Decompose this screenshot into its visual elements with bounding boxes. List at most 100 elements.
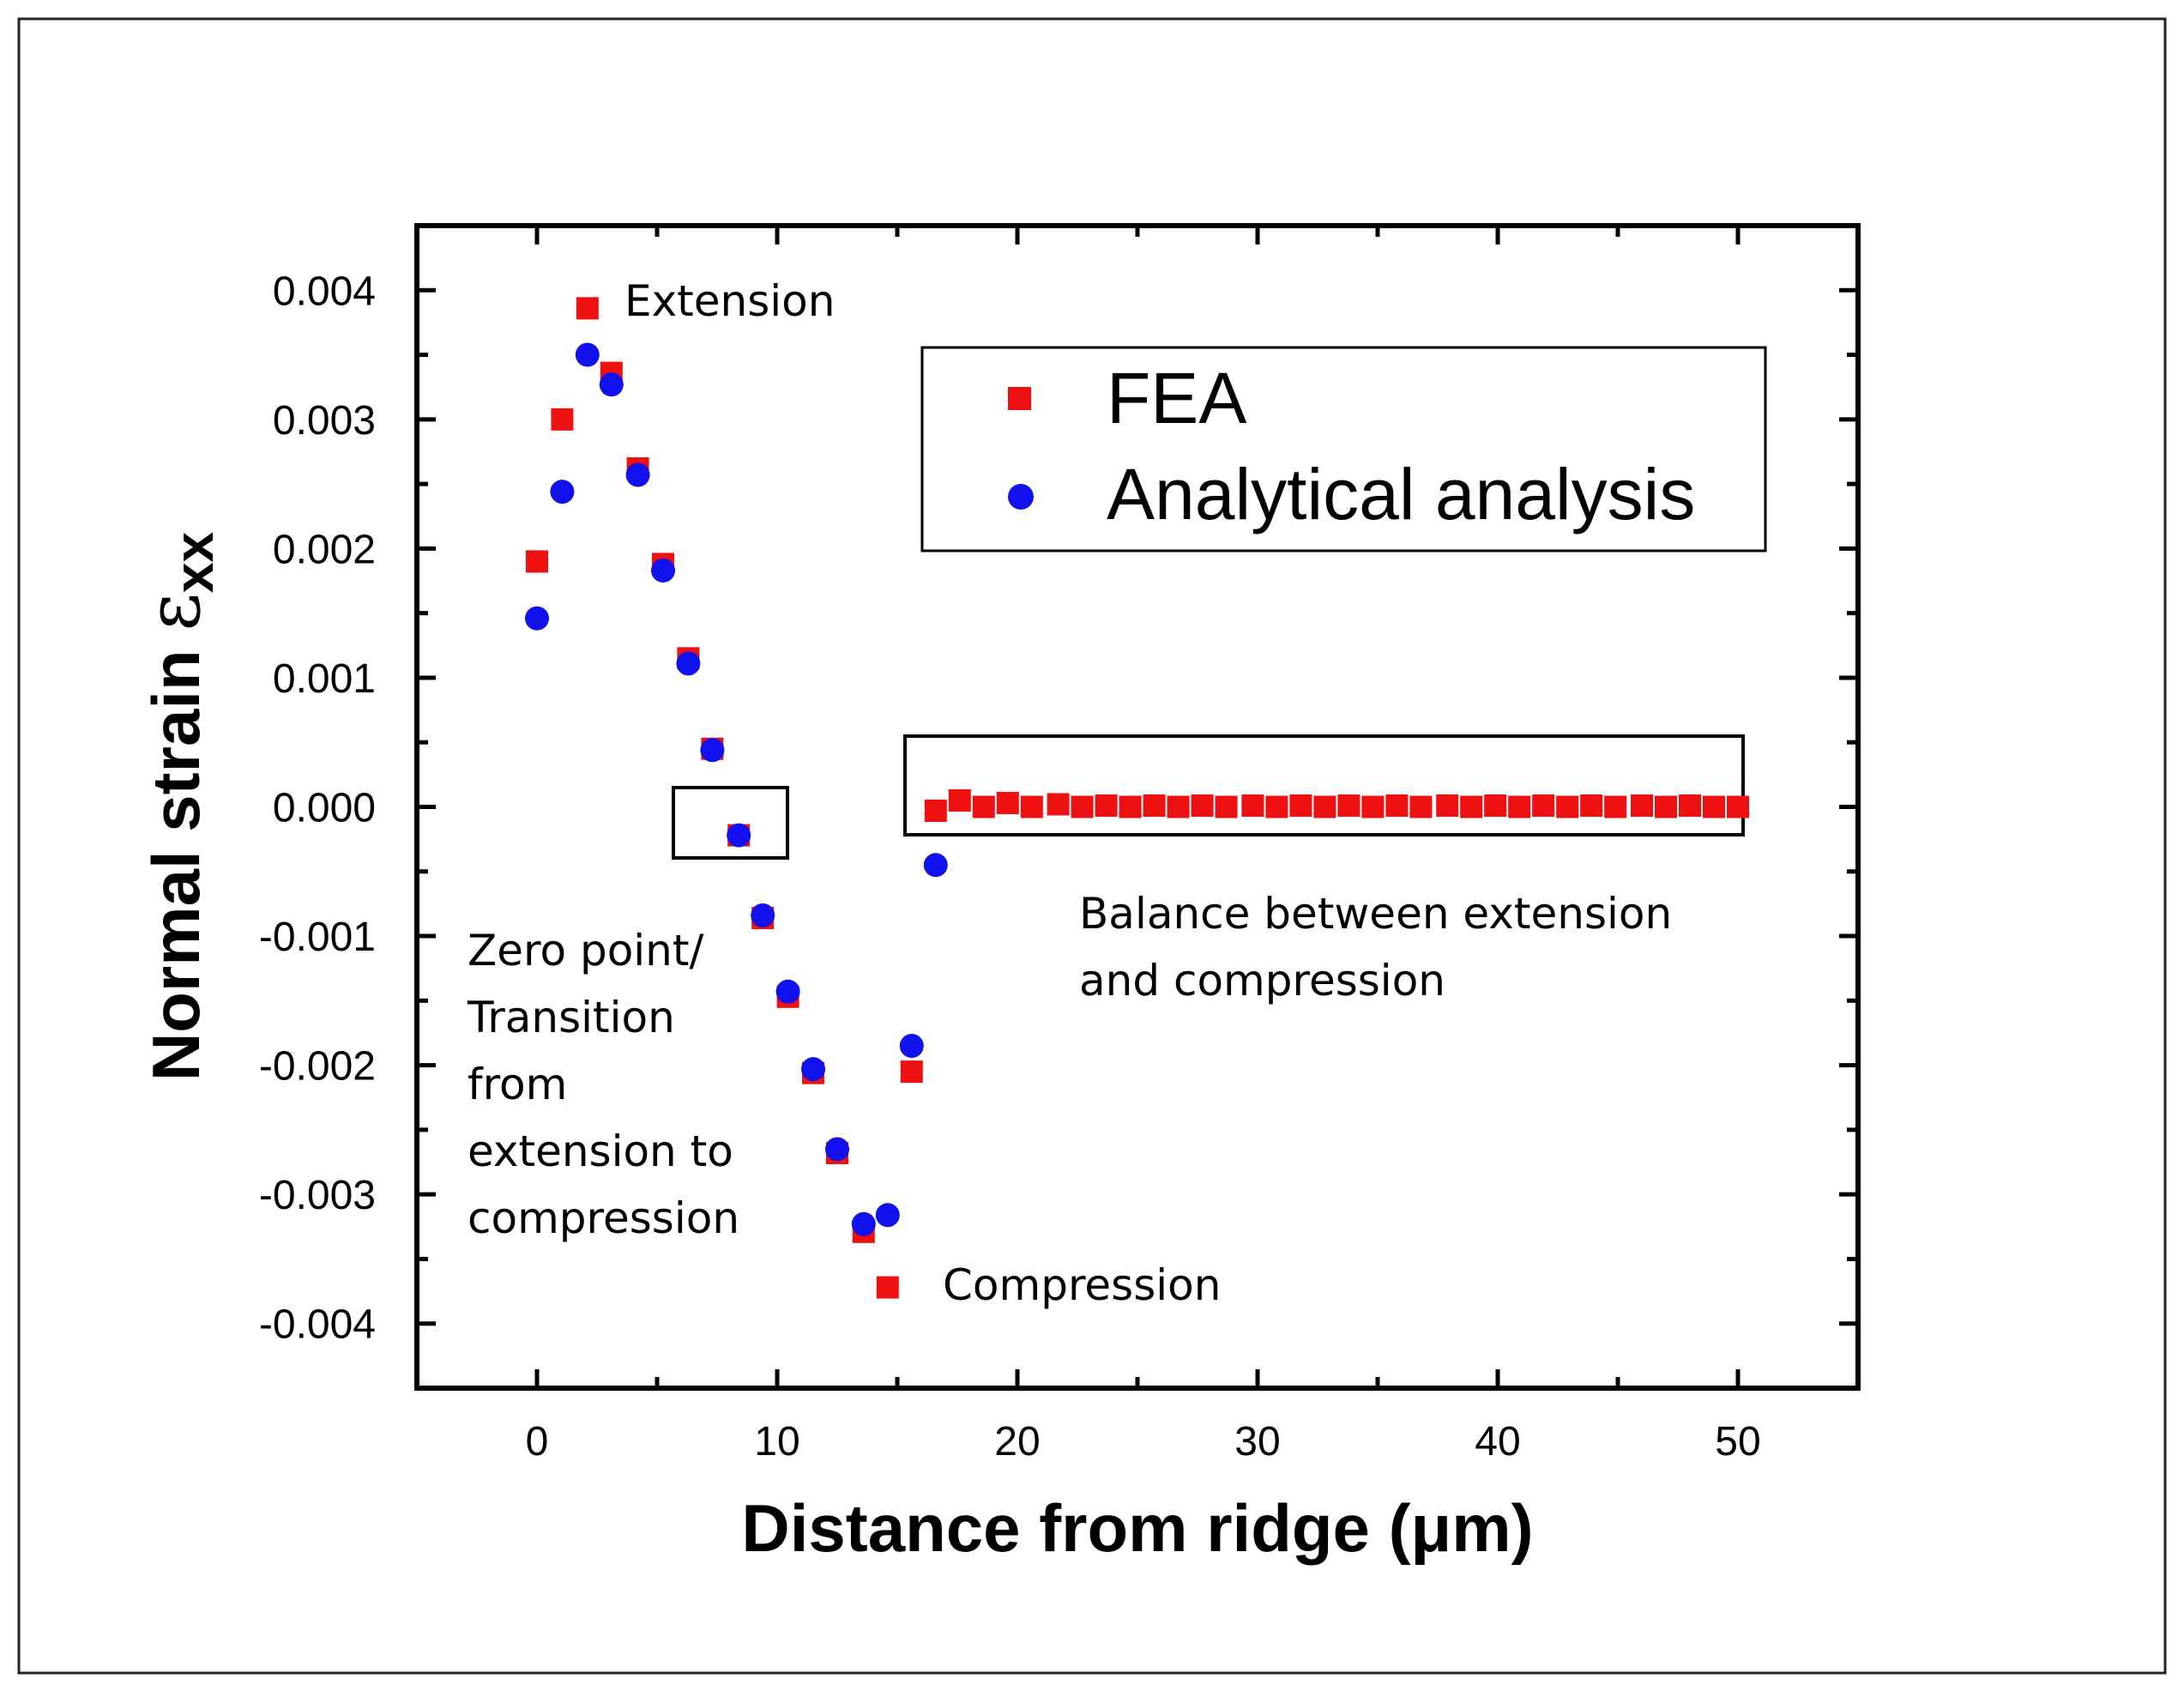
legend-analytical-marker — [1008, 484, 1034, 510]
y-tick-label: -0.004 — [259, 1302, 376, 1348]
annotation-balance: Balance between extension and compressio… — [1079, 889, 1686, 1006]
annotation-zero-point: Zero point/ Transition from extension to… — [467, 926, 747, 1243]
fea-point — [1337, 794, 1360, 817]
annotation-zero-point-line: Transition — [467, 993, 675, 1042]
analytical-point — [700, 738, 725, 763]
fea-point — [972, 795, 995, 818]
fea-point — [1409, 795, 1433, 818]
x-tick-label: 30 — [1234, 1419, 1280, 1465]
fea-point — [1020, 795, 1043, 818]
annotation-compression: Compression — [943, 1260, 1221, 1310]
zero-point-box — [672, 786, 789, 860]
fea-point — [1167, 795, 1190, 818]
y-axis-title-symbol: ε — [131, 593, 217, 631]
analytical-point — [751, 903, 775, 927]
analytical-point — [599, 372, 624, 397]
y-tick-label: 0.001 — [273, 656, 376, 702]
fea-point — [1655, 795, 1677, 818]
fea-point — [1191, 794, 1214, 817]
annotation-zero-point-line: compression — [468, 1193, 739, 1243]
fea-point — [1385, 794, 1409, 817]
analytical-point — [775, 979, 800, 1004]
analytical-point — [550, 480, 575, 504]
fea-point — [900, 1060, 923, 1084]
fea-point — [1095, 794, 1118, 817]
annotation-extension: Extension — [624, 276, 835, 326]
analytical-point — [899, 1034, 924, 1059]
plot-area: 0.004 0.003 0.002 0.001 0.000 -0.001 -0.002 -0.… — [259, 223, 1861, 1465]
fea-point — [1703, 795, 1725, 818]
legend-analytical-label: Analytical analysis — [1107, 454, 1695, 534]
fea-point — [876, 1276, 899, 1299]
legend: FEA Analytical analysis — [920, 346, 1767, 553]
fea-point — [1460, 795, 1483, 818]
x-axis-title: Distance from ridge (μm) — [741, 1490, 1533, 1566]
fea-point — [1727, 795, 1749, 818]
analytical-point — [575, 342, 600, 367]
analytical-point — [651, 558, 675, 583]
analytical-point — [727, 823, 751, 848]
y-tick-label: -0.002 — [259, 1044, 376, 1090]
legend-frame — [920, 346, 1767, 553]
fea-point — [1532, 794, 1555, 817]
fea-point — [1484, 794, 1507, 817]
annotation-zero-point-line: from — [468, 1060, 567, 1109]
y-tick-label: 0.004 — [273, 269, 376, 314]
fea-point — [1143, 794, 1166, 817]
fea-point — [1361, 795, 1385, 818]
y-tick-label: 0.003 — [273, 398, 376, 444]
y-tick-label: 0.002 — [273, 527, 376, 572]
fea-point — [1580, 794, 1603, 817]
fea-point — [576, 297, 599, 320]
x-tick-label: 50 — [1715, 1419, 1760, 1465]
annotation-zero-point-line: extension to — [468, 1126, 733, 1176]
outer-frame — [17, 17, 2167, 1675]
fea-point — [1241, 794, 1264, 817]
axis-ticks — [414, 223, 1861, 1391]
annotation-balance-line: and compression — [1079, 956, 1445, 1006]
y-axis-title-subscript: xx — [163, 531, 225, 593]
fea-point — [1119, 795, 1142, 818]
y-tick-labels: 0.004 0.003 0.002 0.001 0.000 -0.001 -0.002 -0.… — [259, 269, 376, 1347]
analytical-point — [801, 1057, 825, 1082]
fea-point — [1604, 795, 1627, 818]
y-tick-label: -0.003 — [259, 1173, 376, 1218]
x-tick-labels: 0 10 20 30 40 50 — [526, 1419, 1761, 1465]
x-tick-label: 10 — [754, 1419, 799, 1465]
analytical-point — [825, 1137, 849, 1162]
fea-point — [1047, 793, 1070, 816]
fea-point — [1071, 795, 1094, 818]
analytical-point — [625, 462, 650, 487]
fea-point — [924, 800, 947, 823]
x-tick-label: 40 — [1475, 1419, 1520, 1465]
y-tick-label: -0.001 — [259, 915, 376, 960]
fea-point — [1556, 795, 1579, 818]
analytical-point — [525, 606, 549, 631]
analytical-point — [851, 1211, 876, 1236]
fea-point — [1289, 794, 1312, 817]
fea-point — [1313, 795, 1336, 818]
fea-point — [1436, 794, 1459, 817]
y-tick-label: 0.000 — [273, 786, 376, 831]
y-axis-title-text: Normal strain — [138, 631, 214, 1081]
fea-point — [1679, 794, 1701, 817]
y-axis-title: Normal strain εxx — [131, 531, 225, 1081]
fea-point — [1631, 794, 1653, 817]
fea-point — [526, 550, 548, 573]
x-tick-label: 20 — [994, 1419, 1040, 1465]
fea-point — [1265, 795, 1288, 818]
fea-point — [996, 791, 1019, 814]
balance-box — [903, 734, 1745, 836]
x-tick-label: 0 — [526, 1419, 549, 1465]
legend-fea-label: FEA — [1107, 358, 1246, 438]
legend-fea-marker — [1008, 387, 1031, 410]
annotation-zero-point-line: Zero point/ — [468, 926, 703, 975]
fea-point — [551, 408, 574, 431]
analytical-point — [676, 651, 701, 676]
series-analytical — [525, 342, 948, 1236]
annotation-balance-line: Balance between extension — [1079, 889, 1672, 939]
analytical-point — [923, 853, 948, 878]
fea-point — [1215, 795, 1238, 818]
